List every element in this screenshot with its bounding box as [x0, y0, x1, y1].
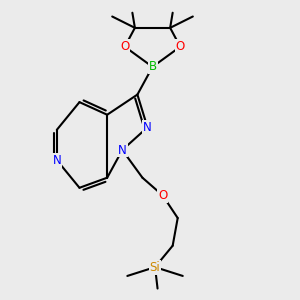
Text: O: O — [176, 40, 185, 53]
Text: Si: Si — [150, 261, 160, 274]
Text: N: N — [118, 143, 127, 157]
Text: O: O — [158, 189, 167, 202]
Text: N: N — [143, 121, 152, 134]
Text: O: O — [120, 40, 129, 53]
Text: N: N — [52, 154, 61, 166]
Text: B: B — [148, 60, 157, 74]
